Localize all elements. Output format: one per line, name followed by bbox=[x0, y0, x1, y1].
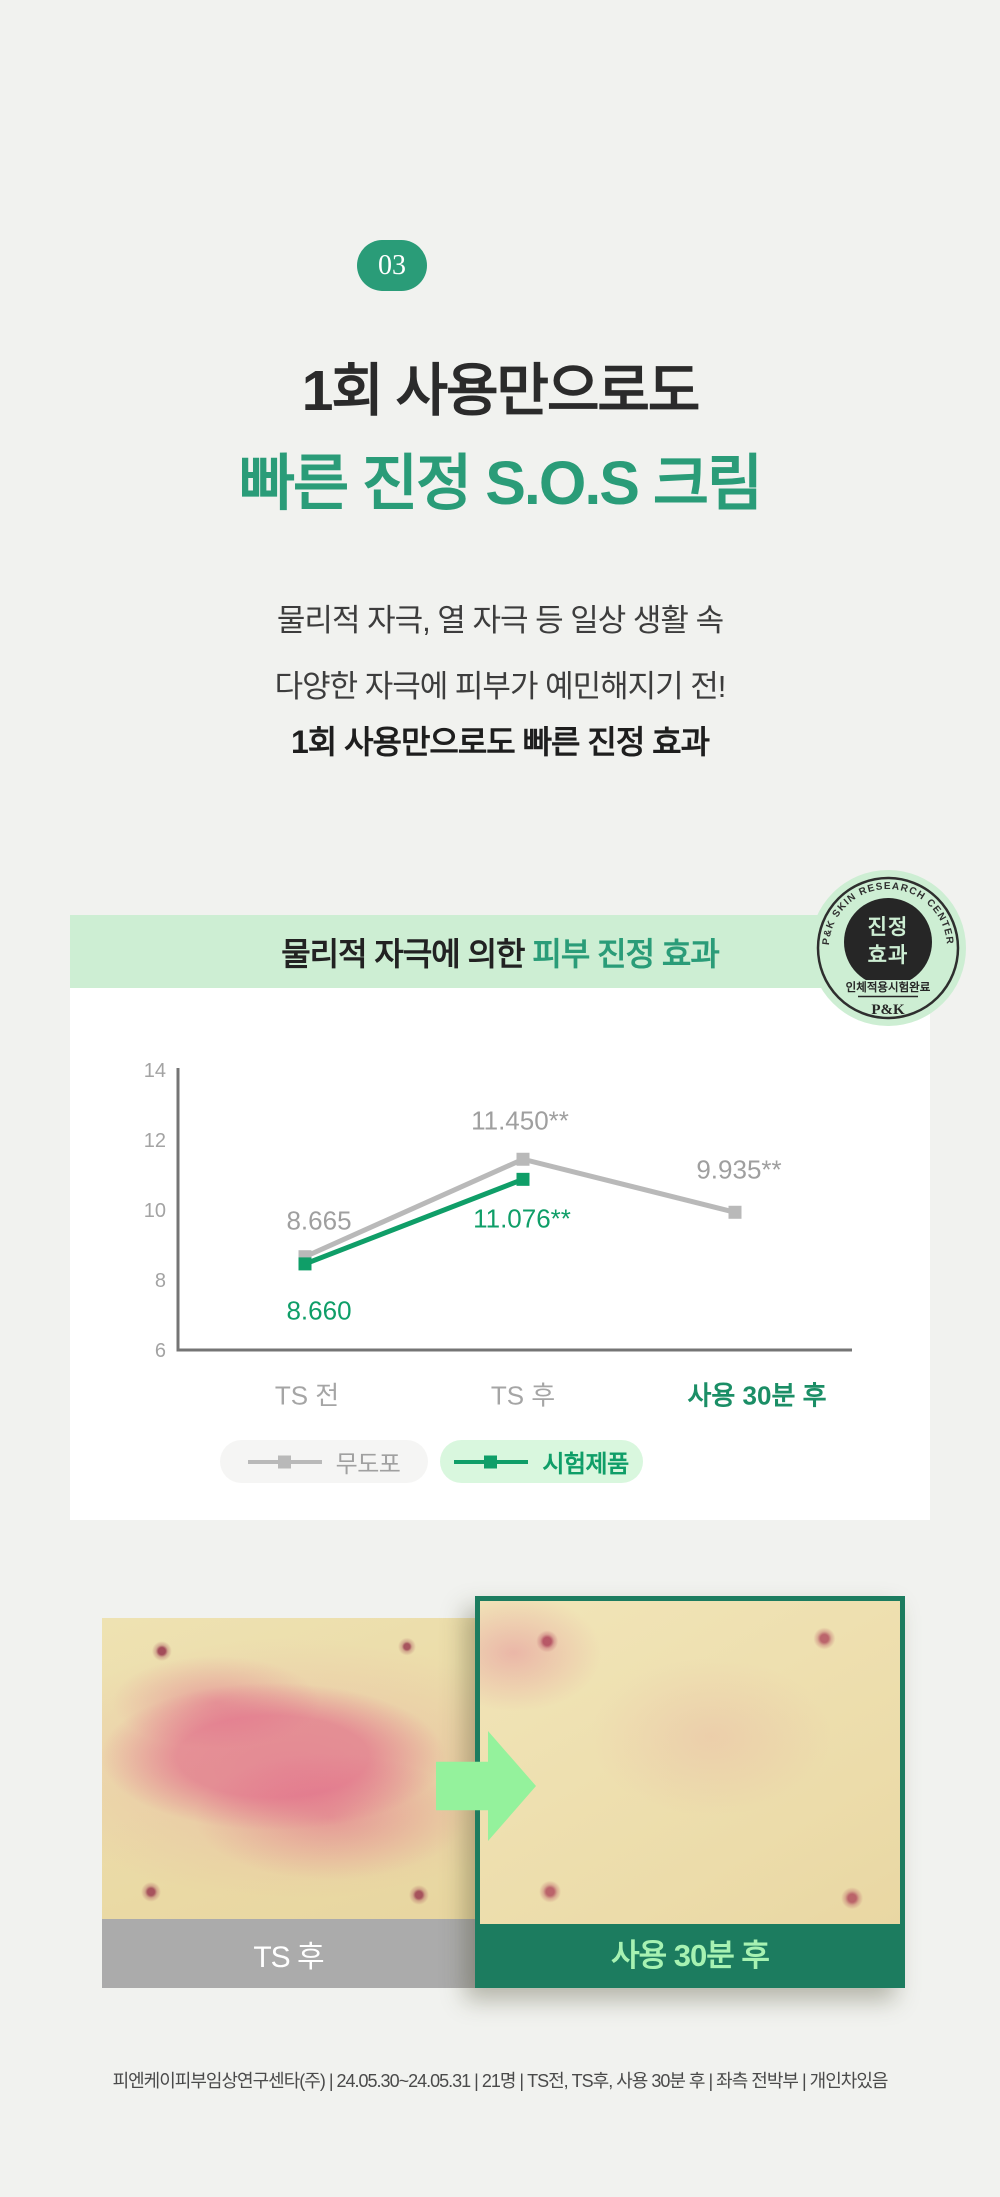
intro-line1: 물리적 자극, 열 자극 등 일상 생활 속 bbox=[276, 603, 724, 638]
legend-label-control: 무도포 bbox=[335, 1451, 401, 1478]
legend-marker-product bbox=[454, 1455, 529, 1468]
photo-after: 사용 30분 후 bbox=[475, 1596, 905, 1988]
section-number-badge: 03 bbox=[357, 240, 427, 291]
chart-title-dark: 물리적 자극에 의한 bbox=[281, 935, 533, 972]
certification-stamp: P&K SKIN RESEARCH CENTER 진정 효과 인체적용시험완료 … bbox=[810, 870, 966, 1026]
stamp-center-line2: 효과 bbox=[868, 944, 909, 967]
legend-label-product: 시험제품 bbox=[542, 1451, 629, 1478]
photo-after-label: 사용 30분 후 bbox=[611, 1938, 770, 1973]
legend-item-product: 시험제품 bbox=[440, 1440, 643, 1483]
intro-line3-bold: 1회 사용만으로도 빠른 진정 효과 bbox=[290, 724, 710, 760]
main-heading-line1: 1회 사용만으로도 bbox=[301, 359, 701, 423]
clinical-result-panel: 물리적 자극에 의한 피부 진정 효과 bbox=[70, 915, 930, 1520]
photo-after-skin-image bbox=[480, 1601, 900, 1924]
stamp-logo: P&K bbox=[871, 1002, 905, 1018]
intro-paragraph: 물리적 자극, 열 자극 등 일상 생활 속 다양한 자극에 피부가 예민해지기… bbox=[0, 588, 1000, 720]
stamp-center-line1: 진정 bbox=[868, 916, 909, 939]
chart-title-green: 피부 진정 효과 bbox=[532, 935, 719, 972]
main-heading-line2: 빠른 진정 S.O.S 크림 bbox=[238, 449, 763, 517]
study-footnote: 피엔케이피부임상연구센타(주) | 24.05.30~24.05.31 | 21… bbox=[112, 2071, 889, 2091]
legend-marker-control bbox=[247, 1455, 322, 1468]
stamp-center-circle bbox=[844, 898, 932, 986]
chart-title-band: 물리적 자극에 의한 피부 진정 효과 bbox=[70, 915, 930, 988]
stamp-ring bbox=[816, 876, 960, 1020]
intro-line2: 다양한 자극에 피부가 예민해지기 전! bbox=[274, 669, 727, 704]
legend-item-control: 무도포 bbox=[220, 1440, 428, 1483]
photo-before-label: TS 후 bbox=[253, 1940, 324, 1974]
stamp-band-text: 인체적용시험완료 bbox=[846, 980, 931, 994]
